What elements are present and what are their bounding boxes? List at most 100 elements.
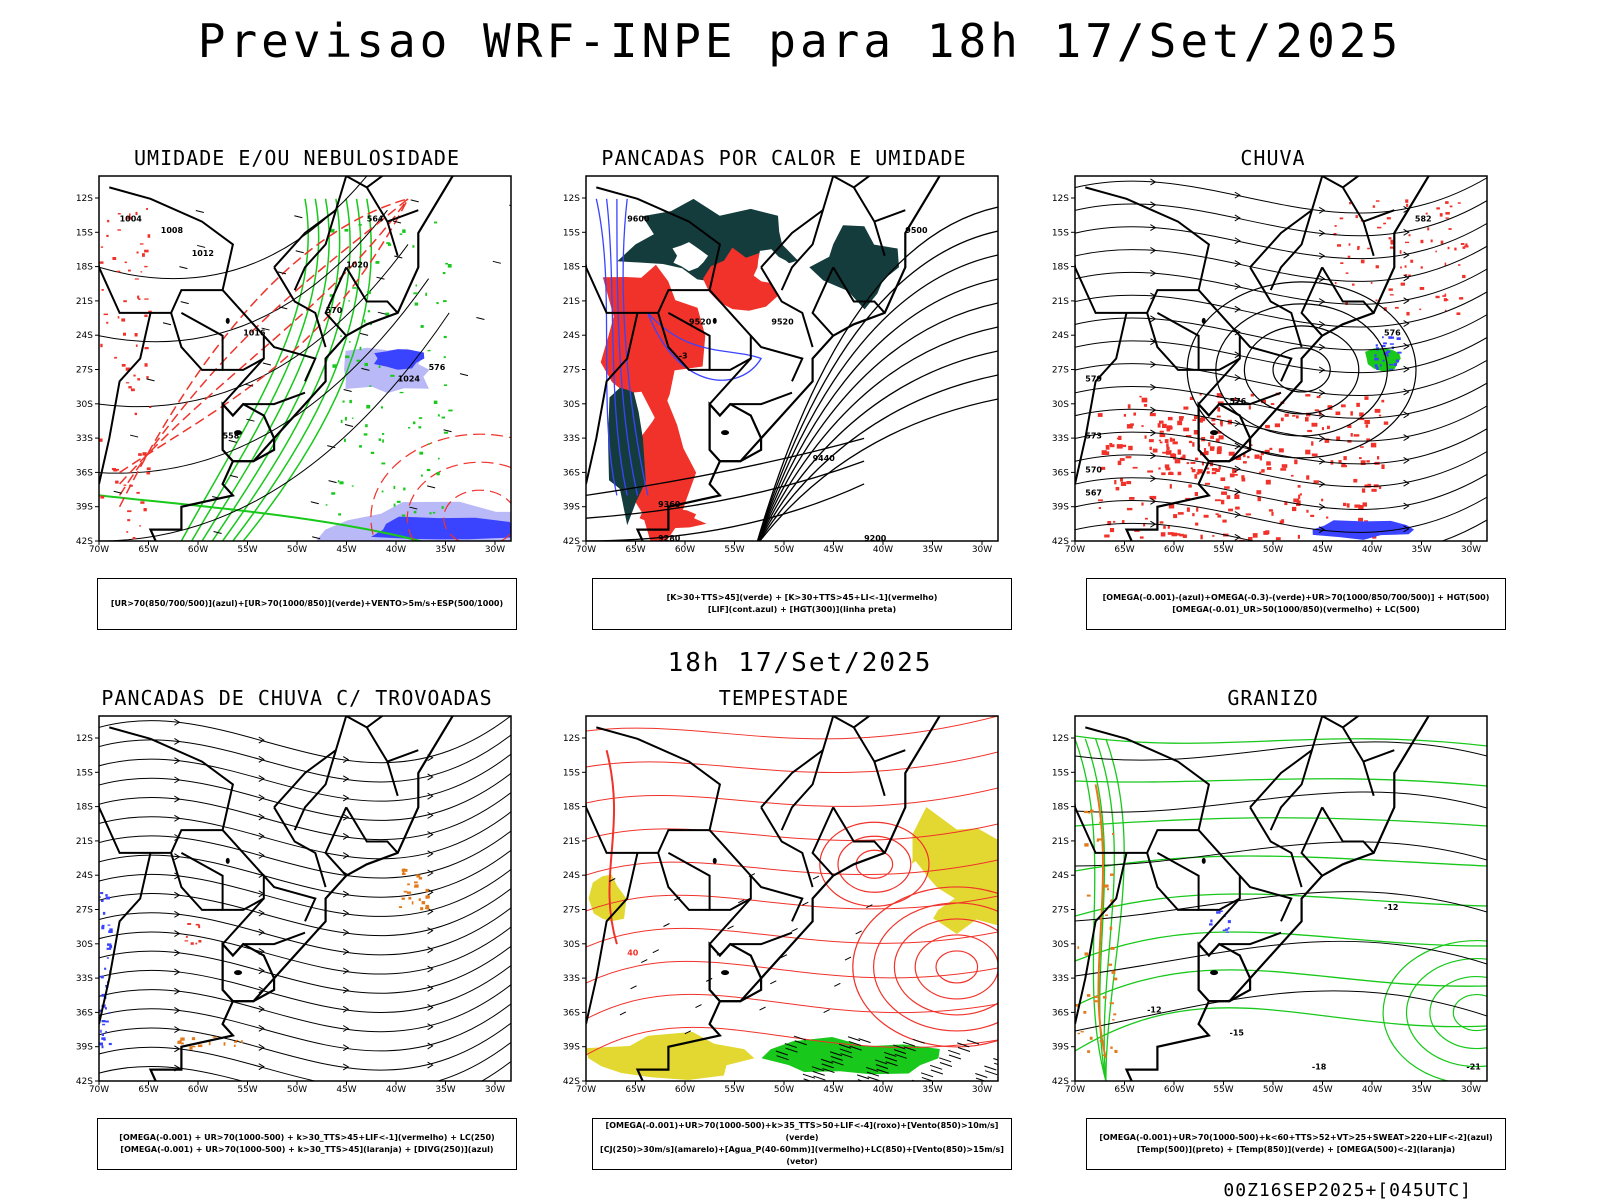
rain-speck: [1197, 469, 1203, 474]
rain-speck: [1201, 437, 1206, 442]
rain-speck: [1167, 525, 1170, 529]
lagoon: [721, 970, 730, 976]
humidity-speck: [358, 224, 362, 226]
humidity-speck: [128, 269, 131, 272]
humidity-speck: [437, 414, 440, 417]
temp850-contour: [1075, 893, 1487, 917]
rain-speck: [1281, 519, 1285, 524]
humidity-speck: [342, 400, 345, 403]
contour-label: -18: [1312, 1063, 1327, 1072]
lat-label: 21S: [76, 297, 93, 307]
streamline-arrow: [1235, 557, 1240, 563]
contour-label: 570: [1085, 466, 1102, 475]
rain-speck: [1388, 288, 1393, 291]
storm-speck: [101, 925, 105, 930]
streamline-arrow: [1234, 260, 1241, 267]
streamline-arrow: [342, 1063, 350, 1071]
country-border: [293, 749, 337, 831]
rain-speck: [1358, 517, 1363, 522]
panel-legend: [OMEGA(-0.001)+UR>70(1000-500)+k>35_TTS>…: [592, 1118, 1012, 1170]
rain-speck: [1419, 287, 1425, 290]
humidity-speck: [117, 229, 121, 231]
humidity-speck: [414, 302, 419, 306]
country-border: [345, 806, 399, 854]
humidity-speck: [359, 346, 362, 351]
rain-speck: [1382, 336, 1384, 339]
wind-vector: [885, 1061, 898, 1067]
wind-vector: [213, 531, 222, 534]
hail-speck: [1113, 1013, 1117, 1016]
humidity-speck: [123, 332, 126, 336]
rain-speck: [1143, 522, 1146, 527]
humidity-speck: [117, 316, 120, 319]
streamline-arrow: [1150, 246, 1157, 254]
wind-vector: [608, 878, 616, 882]
rain-speck: [1390, 239, 1394, 243]
rain-speck: [1139, 395, 1142, 398]
lon-label: 50W: [287, 545, 307, 555]
humidity-speck: [100, 246, 104, 248]
rain-speck: [1177, 471, 1182, 476]
rain-speck: [1345, 272, 1349, 274]
lon-label: 30W: [1461, 545, 1481, 555]
humidity-speck: [121, 364, 126, 367]
country-border: [586, 266, 710, 314]
rain-speck: [1186, 462, 1190, 465]
storm-speck: [104, 1007, 107, 1010]
storm-speck: [107, 943, 112, 946]
rain-speck: [1297, 534, 1300, 539]
country-border: [263, 335, 317, 382]
hail-speck: [1114, 1049, 1118, 1053]
humidity-speck: [125, 382, 130, 384]
hgt300-contour: [756, 206, 998, 541]
lat-label: 30S: [1052, 940, 1069, 950]
rain-speck: [1381, 464, 1385, 469]
streamline-arrow: [1403, 365, 1410, 373]
rain-speck: [1361, 488, 1366, 493]
rain-speck: [1195, 522, 1199, 526]
rain-speck: [1182, 454, 1186, 458]
humidity-speck: [106, 234, 109, 237]
country-border: [99, 312, 152, 485]
rain-area-blue: [1312, 520, 1415, 540]
hail-speck: [1110, 1046, 1113, 1049]
humidity-speck: [441, 416, 445, 419]
streamline: [1075, 313, 1487, 351]
streamline-arrow: [1403, 274, 1410, 282]
streamline-arrow: [1150, 178, 1157, 186]
hail-speck: [1077, 1032, 1080, 1035]
rain-speck: [1217, 407, 1221, 412]
instability-red: [600, 264, 706, 424]
country-border: [99, 806, 223, 854]
wind-vector: [975, 1077, 987, 1081]
model-run-label: 00Z16SEP2025+[045UTC]: [1223, 1180, 1472, 1201]
rain-speck: [1457, 202, 1461, 204]
wind-vector: [857, 1079, 864, 1081]
storm-speck: [426, 895, 428, 899]
contour-label: 9520: [689, 317, 712, 326]
storm-speck: [223, 1042, 226, 1046]
storm-speck: [99, 1009, 102, 1013]
rain-speck: [1383, 307, 1387, 311]
storm-speck: [101, 1033, 104, 1036]
humidity-speck: [144, 363, 148, 367]
streamline-arrow: [174, 872, 181, 880]
country-border: [273, 176, 399, 268]
rain-speck: [1295, 415, 1299, 419]
lon-label: 35W: [435, 545, 455, 555]
rain-speck: [1256, 490, 1262, 495]
streamline: [99, 716, 511, 764]
rain-speck: [1311, 441, 1314, 446]
storm-speck: [197, 1044, 203, 1048]
pantanal-mark: [712, 857, 717, 864]
rain-speck: [1280, 468, 1287, 471]
storm-speck: [198, 924, 201, 929]
lon-label: 55W: [724, 1085, 744, 1095]
country-border: [366, 716, 384, 729]
wind-vector: [641, 959, 648, 964]
country-border: [109, 726, 235, 831]
streamline-arrow: [1318, 343, 1326, 351]
country-border: [596, 726, 722, 831]
streamline: [99, 945, 511, 994]
streamline-arrow: [427, 1023, 434, 1031]
